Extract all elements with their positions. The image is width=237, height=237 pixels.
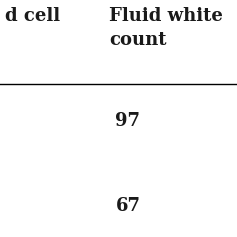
Text: 97: 97 [115,112,141,130]
Text: Fluid white
count: Fluid white count [109,7,223,49]
Text: 67: 67 [115,197,141,215]
Text: d cell: d cell [5,7,60,25]
